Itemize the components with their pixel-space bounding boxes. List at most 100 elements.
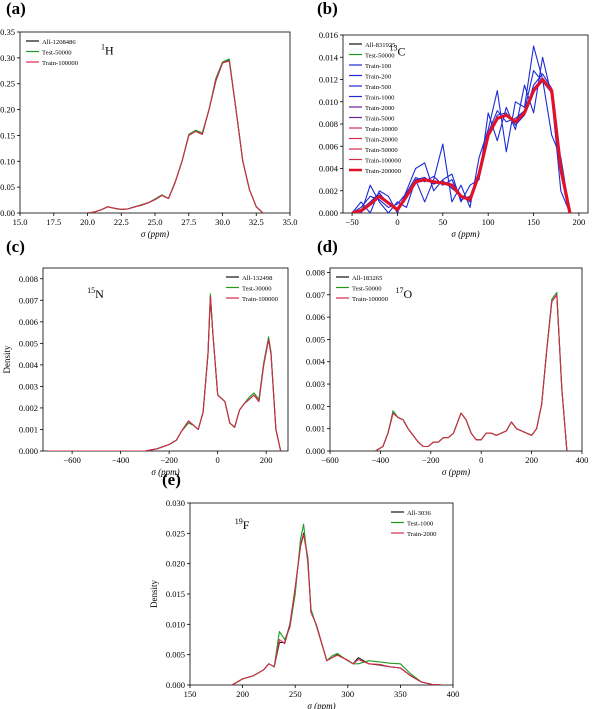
legend-label: Train-2000: [365, 105, 395, 112]
x-tick-label: 400: [576, 455, 589, 465]
plot-frame: [342, 34, 589, 214]
x-tick-label: 300: [341, 689, 354, 699]
x-axis-label: σ (ppm): [141, 229, 169, 239]
x-tick-label: 100: [482, 217, 495, 227]
x-tick-label: 200: [260, 455, 273, 465]
y-tick-label: 0.25: [0, 79, 15, 89]
legend-label: Train-2000: [407, 531, 437, 538]
x-axis-label: σ (ppm): [442, 467, 470, 477]
panel-label: (e): [162, 470, 181, 489]
y-tick-label: 0.35: [0, 27, 15, 37]
plot-frame: [329, 267, 583, 452]
y-tick-label: 0.008: [19, 274, 38, 284]
series-line: [231, 533, 443, 685]
y-tick-label: 0.30: [0, 53, 15, 63]
series-line: [87, 60, 264, 213]
panel-label: (d): [317, 237, 338, 256]
legend-label: Train-5000: [365, 116, 395, 123]
nucleus-label: 1H: [101, 42, 114, 57]
legend-label: Train-50000: [365, 147, 398, 154]
legend-label: Test-50000: [365, 53, 395, 60]
y-tick-label: 0.05: [0, 182, 15, 192]
y-axis-label: Density: [149, 580, 159, 608]
legend-label: Test-50000: [352, 286, 382, 293]
x-axis-label: σ (ppm): [307, 701, 335, 709]
panel-label: (a): [6, 0, 26, 18]
nucleus-mass: 1: [101, 42, 105, 51]
x-tick-label: 27.5: [181, 217, 196, 227]
panel-1: (b) −50 0 50 100 150 200 0.000 0.002 0.004 0.006 0.…: [317, 0, 589, 239]
y-tick-label: 0.015: [166, 589, 185, 599]
x-tick-label: 17.5: [46, 217, 61, 227]
x-tick-label: 200: [525, 455, 538, 465]
series-line: [351, 70, 571, 213]
panel-label: (c): [6, 237, 25, 256]
x-tick-label: 50: [439, 217, 448, 227]
x-tick-label: −400: [112, 455, 130, 465]
x-tick-label: −600: [321, 455, 339, 465]
legend-label: Train-200000: [365, 168, 402, 175]
y-tick-label: 0.001: [306, 424, 325, 434]
legend-label: All-132498: [242, 275, 273, 282]
series-line: [47, 295, 282, 451]
legend-label: Train-100000: [42, 60, 79, 67]
y-tick-label: 0.006: [319, 141, 338, 151]
nucleus-label: 15N: [87, 286, 104, 301]
legend-label: All-183265: [352, 275, 383, 282]
x-tick-label: 0: [395, 217, 399, 227]
nucleus-symbol: H: [105, 43, 114, 57]
x-tick-label: 30.0: [215, 217, 230, 227]
series-line: [47, 293, 282, 451]
y-tick-label: 0.001: [19, 424, 38, 434]
y-tick-label: 0.002: [19, 403, 38, 413]
y-tick-label: 0.002: [319, 186, 338, 196]
nucleus-mass: 17: [396, 286, 404, 295]
x-axis-label: σ (ppm): [151, 467, 179, 477]
y-tick-label: 0.008: [319, 119, 338, 129]
x-tick-label: 20.0: [80, 217, 95, 227]
legend-label: All-831925: [365, 42, 396, 49]
series-line: [87, 59, 264, 213]
series-line: [351, 56, 571, 213]
nucleus-mass: 19: [235, 517, 243, 526]
x-tick-label: 250: [289, 689, 302, 699]
x-tick-label: 32.5: [249, 217, 264, 227]
legend-label: All-3036: [407, 510, 432, 517]
y-tick-label: 0.000: [166, 680, 185, 690]
legend-label: Test-1000: [407, 521, 434, 528]
x-tick-label: 400: [447, 689, 460, 699]
y-tick-label: 0.016: [319, 30, 338, 40]
series-line: [47, 295, 282, 451]
y-tick-label: 0.010: [166, 619, 185, 629]
series-group: [87, 58, 264, 213]
legend-label: Train-100000: [352, 296, 389, 303]
y-tick-label: 0.005: [306, 334, 325, 344]
y-tick-label: 0.10: [0, 156, 15, 166]
y-tick-label: 0.010: [319, 97, 338, 107]
y-tick-label: 0.004: [19, 360, 39, 370]
y-tick-label: 0.005: [166, 650, 185, 660]
nucleus-mass: 13: [390, 43, 398, 52]
panel-2: (c) −600 −400 −200 0 200 0.000 0.001 0.002 0.003 0…: [2, 237, 289, 477]
series-group: [47, 293, 282, 451]
y-tick-label: 0.007: [306, 290, 325, 300]
series-line: [352, 45, 571, 213]
legend: All-1208486 Test-50000 Train-100000: [26, 39, 79, 67]
x-tick-label: 0: [216, 455, 220, 465]
series-line: [375, 294, 568, 451]
series-line: [231, 532, 443, 685]
y-tick-label: 0.000: [19, 446, 38, 456]
y-tick-label: 0.004: [306, 357, 326, 367]
x-tick-label: 15.0: [13, 217, 28, 227]
legend-label: Train-10000: [365, 126, 398, 133]
series-line: [231, 523, 443, 685]
nucleus-label: 17O: [396, 286, 413, 301]
legend-label: All-1208486: [42, 39, 76, 46]
legend-label: Train-100000: [242, 296, 279, 303]
y-tick-label: 0.008: [306, 267, 325, 277]
legend-label: Test-50000: [42, 50, 72, 57]
y-axis-label: Density: [2, 345, 12, 373]
x-tick-label: 200: [236, 689, 249, 699]
y-tick-label: 0.007: [19, 295, 38, 305]
